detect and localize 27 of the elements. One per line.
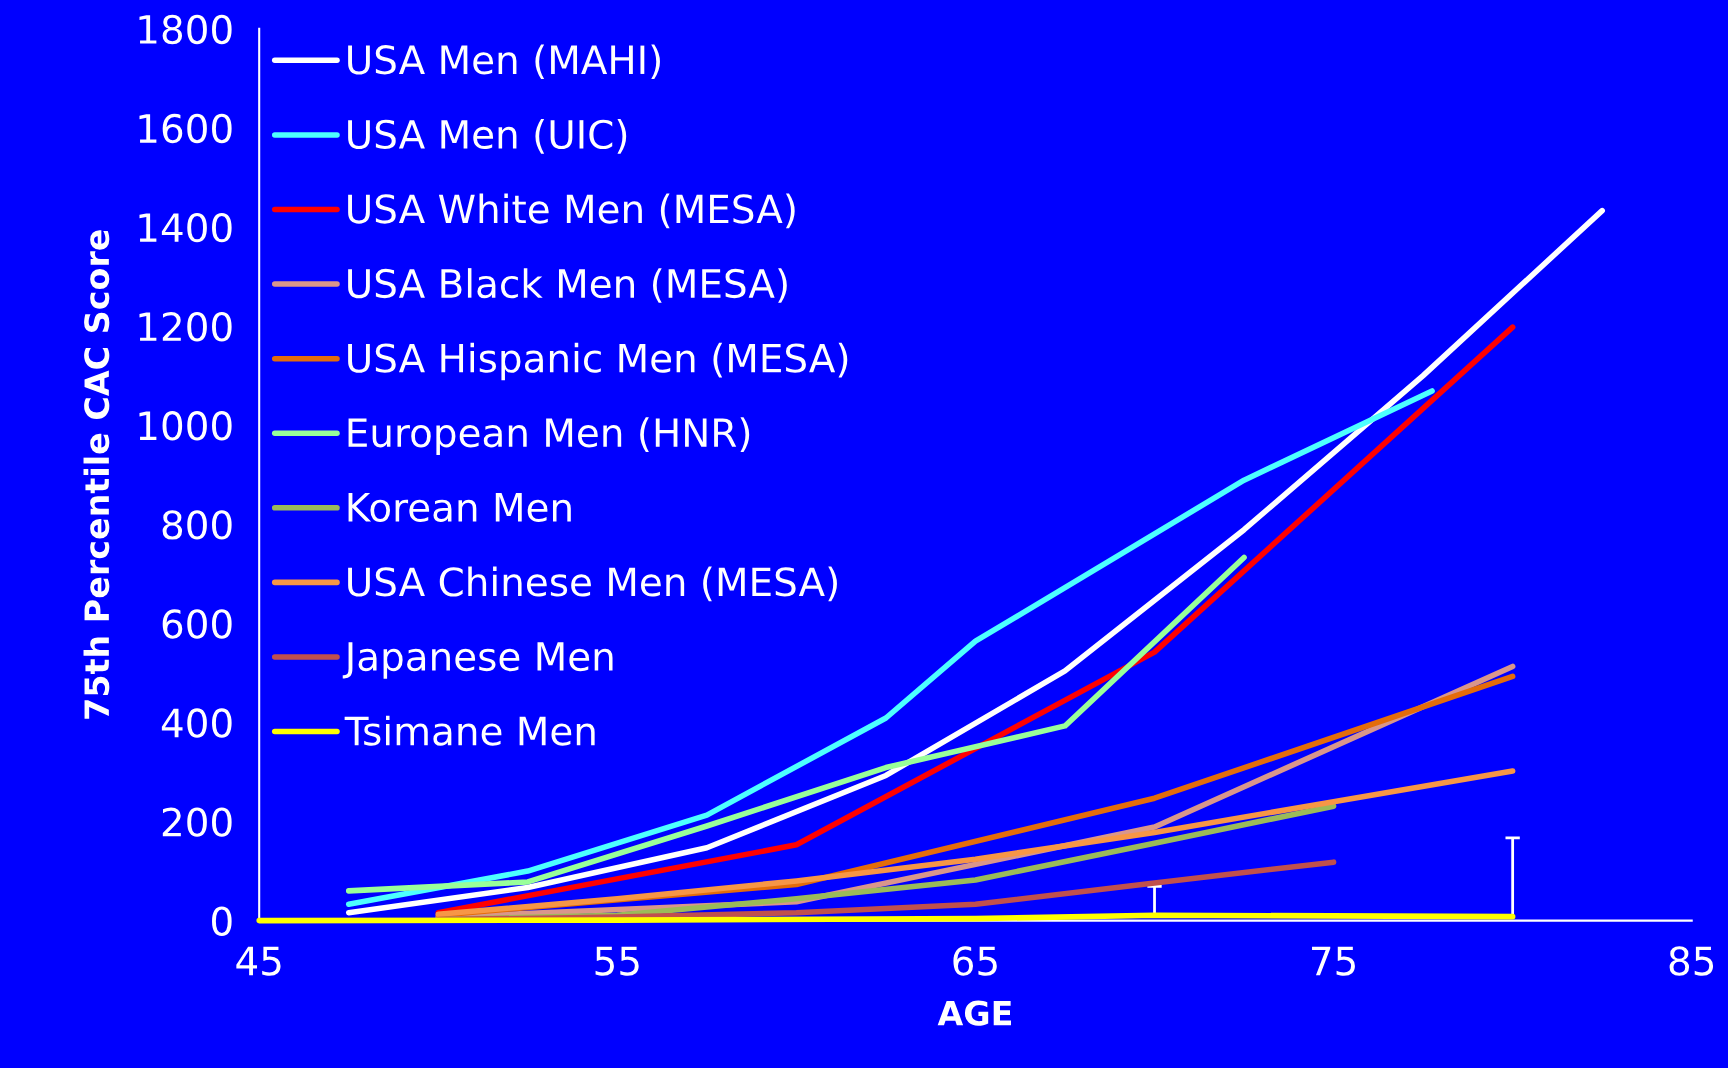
y-tick-label: 1800	[139, 14, 232, 45]
legend-label: USA Chinese Men (MESA)	[348, 566, 837, 602]
x-tick-label: 55	[595, 946, 639, 976]
legend-label: USA Men (UIC)	[348, 119, 627, 154]
legend-label: USA White Men (MESA)	[348, 193, 795, 229]
y-tick-label: 0	[212, 906, 232, 936]
x-tick-label: 45	[236, 946, 281, 976]
legend-label: European Men (HNR)	[348, 417, 750, 455]
x-tick-label: 85	[1669, 946, 1714, 976]
legend-label: Korean Men	[348, 493, 571, 522]
legend-label: USA Black Men (MESA)	[348, 268, 787, 303]
y-tick-label: 1600	[139, 113, 232, 144]
y-tick-label: 800	[162, 510, 232, 540]
y-tick-label: 200	[162, 807, 232, 837]
y-axis-title: 75th Percentile CAC Score	[83, 230, 110, 719]
y-tick-label: 1000	[139, 411, 232, 441]
y-tick-label: 1400	[139, 212, 232, 243]
x-tick-label: 75	[1312, 946, 1355, 976]
legend-label: Japanese Men	[342, 642, 613, 679]
legend-label: Tsimane Men	[344, 715, 595, 746]
x-axis-title: AGE	[937, 1000, 1011, 1026]
legend-label: USA Men (MAHI)	[348, 44, 660, 80]
y-tick-label: 1200	[139, 312, 232, 342]
y-tick-label: 600	[162, 609, 232, 639]
x-tick-label: 65	[953, 946, 997, 976]
legend-label: USA Hispanic Men (MESA)	[348, 342, 848, 381]
y-tick-label: 400	[161, 708, 232, 738]
